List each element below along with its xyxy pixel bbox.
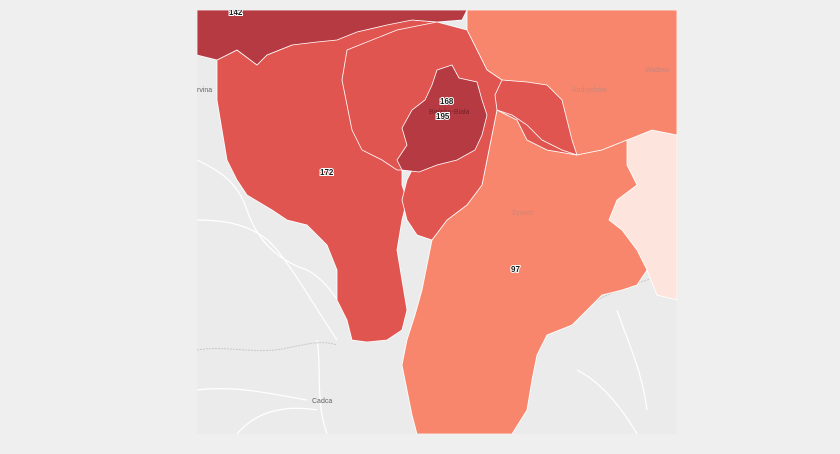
place-label-zywiec: Żywiec [512,208,534,217]
region-kety-dark[interactable] [494,79,578,156]
place-label-bielsko: Bielsko-Biała [429,109,470,116]
region-bielsko-city-darkest[interactable] [396,64,488,173]
value-label-bielsko-b: 195 [436,112,450,121]
region-zywiec-medium[interactable] [401,109,648,434]
place-label-andrychow: Andrychów [572,87,608,94]
place-label-cadca: Cadca [312,398,332,405]
choropleth-map[interactable]: rvina Cadca Żywiec Andrychów Wadowi Biel… [197,10,677,434]
value-label-zywiec: 97 [511,265,520,274]
map-canvas: rvina Cadca Żywiec Andrychów Wadowi Biel… [197,10,677,434]
place-label-karvina: rvina [197,87,212,94]
basemap-roads [197,159,648,434]
value-label-north: 142 [229,10,243,17]
value-label-cieszyn: 172 [320,168,334,177]
region-north-darkest[interactable] [197,10,468,66]
value-label-bielsko-a: 168 [440,97,454,106]
place-label-wadowice: Wadowi [645,67,670,74]
